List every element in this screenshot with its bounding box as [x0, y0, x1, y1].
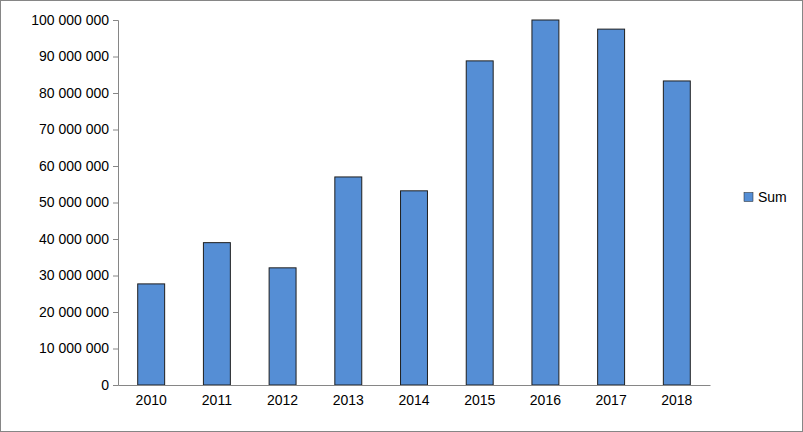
x-axis-line — [119, 385, 711, 386]
y-tick-label: 20 000 000 — [39, 304, 109, 320]
x-tick: 2010 — [136, 385, 167, 408]
x-tick: 2015 — [464, 385, 495, 408]
x-tick-label: 2011 — [202, 392, 232, 408]
bar — [138, 284, 165, 385]
x-tick: 2016 — [530, 385, 561, 408]
y-tick-label: 10 000 000 — [39, 340, 109, 356]
y-tick-mark — [113, 203, 118, 204]
legend: Sum — [744, 189, 787, 205]
bar — [598, 29, 625, 385]
y-tick: 70 000 000 — [39, 121, 118, 137]
bar — [335, 177, 362, 385]
x-tick-label: 2010 — [136, 392, 167, 408]
y-tick: 30 000 000 — [39, 267, 118, 283]
x-tick-label: 2012 — [267, 392, 298, 408]
plot: 0 10 000 000 20 000 000 30 000 000 40 000 00… — [31, 12, 710, 408]
y-tick-mark — [113, 349, 118, 350]
y-axis: 0 10 000 000 20 000 000 30 000 000 40 000 00… — [31, 12, 118, 393]
x-tick: 2011 — [202, 385, 232, 408]
y-tick-mark — [113, 93, 118, 94]
y-tick-mark — [113, 276, 118, 277]
y-tick-label: 0 — [101, 377, 109, 393]
y-tick-label: 90 000 000 — [39, 48, 109, 64]
bar — [269, 268, 296, 385]
legend-label: Sum — [758, 189, 787, 205]
chart: 0 10 000 000 20 000 000 30 000 000 40 000 00… — [0, 0, 803, 432]
y-tick-label: 70 000 000 — [39, 121, 109, 137]
x-tick-label: 2016 — [530, 392, 561, 408]
legend-swatch — [744, 193, 753, 202]
bar — [203, 243, 230, 385]
x-tick: 2012 — [267, 385, 298, 408]
bar — [466, 61, 493, 385]
y-tick: 50 000 000 — [39, 194, 118, 210]
y-tick-mark — [113, 57, 118, 58]
y-tick-mark — [113, 130, 118, 131]
x-tick: 2018 — [661, 385, 692, 408]
y-tick-label: 40 000 000 — [39, 231, 109, 247]
bar — [532, 20, 559, 385]
legend-item: Sum — [744, 189, 787, 205]
y-tick-mark — [113, 312, 118, 313]
chart-frame — [1, 1, 803, 432]
y-tick-label: 80 000 000 — [39, 85, 109, 101]
y-axis-line — [113, 21, 119, 386]
x-tick: 2013 — [333, 385, 364, 408]
y-tick: 100 000 000 — [31, 12, 118, 28]
y-tick-mark — [113, 239, 118, 240]
x-tick-label: 2017 — [596, 392, 627, 408]
bar — [663, 81, 690, 385]
y-tick: 20 000 000 — [39, 304, 118, 320]
bars — [138, 20, 691, 385]
y-tick: 40 000 000 — [39, 231, 118, 247]
y-tick-label: 60 000 000 — [39, 158, 109, 174]
y-tick-mark — [113, 385, 118, 386]
y-tick: 10 000 000 — [39, 340, 118, 356]
y-tick: 0 — [101, 377, 118, 393]
y-tick-label: 50 000 000 — [39, 194, 109, 210]
y-tick: 80 000 000 — [39, 85, 118, 101]
x-tick-label: 2018 — [661, 392, 692, 408]
y-tick-mark — [113, 20, 118, 21]
x-tick-label: 2013 — [333, 392, 364, 408]
y-tick-mark — [113, 166, 118, 167]
y-tick: 60 000 000 — [39, 158, 118, 174]
x-tick: 2014 — [398, 385, 429, 408]
y-tick: 90 000 000 — [39, 48, 118, 64]
x-tick: 2017 — [596, 385, 627, 408]
x-axis: 2010 2011 2012 2013 2014 2015 2016 2017 2018 — [119, 385, 711, 408]
y-tick-label: 30 000 000 — [39, 267, 109, 283]
x-tick-label: 2014 — [398, 392, 429, 408]
y-tick-label: 100 000 000 — [31, 12, 109, 28]
x-tick-label: 2015 — [464, 392, 495, 408]
bar — [401, 191, 428, 385]
